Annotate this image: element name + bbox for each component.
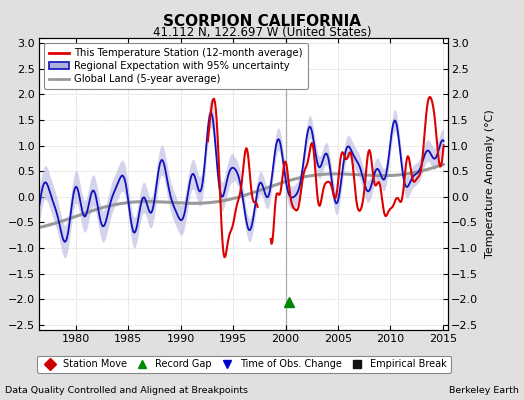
Legend: Station Move, Record Gap, Time of Obs. Change, Empirical Break: Station Move, Record Gap, Time of Obs. C…	[37, 356, 451, 373]
Text: Data Quality Controlled and Aligned at Breakpoints: Data Quality Controlled and Aligned at B…	[5, 386, 248, 395]
Text: Berkeley Earth: Berkeley Earth	[449, 386, 519, 395]
Text: 41.112 N, 122.697 W (United States): 41.112 N, 122.697 W (United States)	[153, 26, 371, 39]
Y-axis label: Temperature Anomaly (°C): Temperature Anomaly (°C)	[485, 110, 495, 258]
Text: SCORPION CALIFORNIA: SCORPION CALIFORNIA	[163, 14, 361, 29]
